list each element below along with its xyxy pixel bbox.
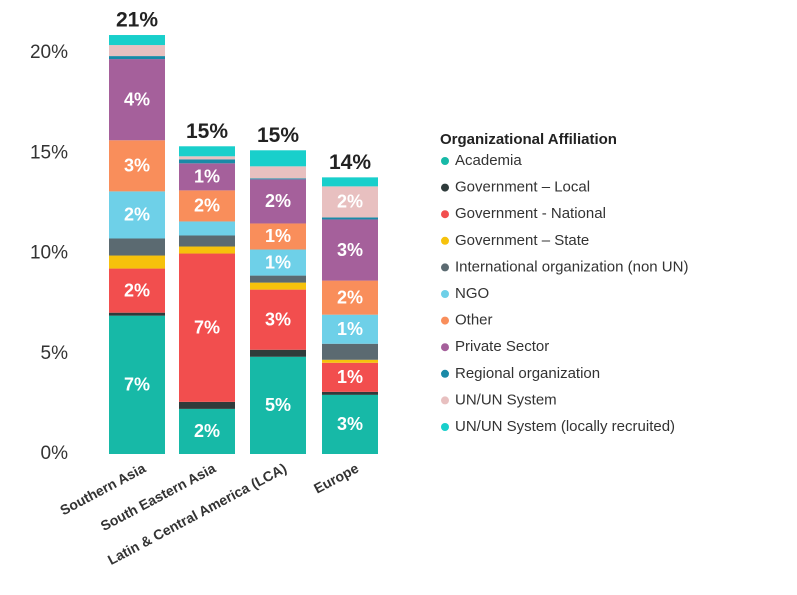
bar-segment xyxy=(109,315,165,454)
legend-label: Government – State xyxy=(455,232,589,249)
bar-segment xyxy=(179,235,235,247)
data-label: 3% xyxy=(337,240,363,260)
bar-segment xyxy=(179,190,235,222)
bar-segment xyxy=(322,362,378,392)
data-label: 1% xyxy=(337,367,363,387)
bar-segment xyxy=(179,163,235,191)
bar-segment xyxy=(109,191,165,239)
bar-segment xyxy=(322,186,378,218)
bar-segment xyxy=(179,246,235,254)
bar-segment xyxy=(250,275,306,283)
bar-segment xyxy=(179,146,235,157)
bar-segment xyxy=(250,289,306,350)
bar-segment xyxy=(322,343,378,360)
y-tick-label: 0% xyxy=(41,443,69,464)
bar-segment xyxy=(322,314,378,344)
bar-segment xyxy=(109,59,165,141)
bar-segment xyxy=(109,238,165,256)
legend-marker xyxy=(441,263,449,272)
legend-marker xyxy=(441,183,449,192)
legend-marker xyxy=(441,316,449,325)
bar-segment xyxy=(322,394,378,454)
legend-marker xyxy=(441,290,449,298)
x-tick-label: Europe xyxy=(311,460,361,497)
data-label: 3% xyxy=(337,414,363,434)
legend-marker xyxy=(441,157,449,165)
legend-label: Regional organization xyxy=(455,365,600,382)
bar-segment xyxy=(179,221,235,236)
data-label: 1% xyxy=(337,319,363,339)
bar-segment xyxy=(179,408,235,454)
data-label: 7% xyxy=(124,375,150,395)
legend-label: UN/UN System (locally recruited) xyxy=(455,418,675,435)
bar-segment xyxy=(322,219,378,281)
data-label: 7% xyxy=(194,317,220,337)
legend-marker xyxy=(441,396,449,405)
data-label: 2% xyxy=(337,287,363,307)
data-label: 3% xyxy=(124,156,150,176)
legend-marker xyxy=(441,423,449,431)
legend-label: Private Sector xyxy=(455,338,549,355)
bar-segment xyxy=(109,45,165,57)
bar-segment xyxy=(109,35,165,46)
bar-segment xyxy=(109,140,165,192)
y-tick-label: 10% xyxy=(30,243,68,264)
bar-segment xyxy=(250,166,306,179)
bar-segment xyxy=(250,282,306,290)
bar-segment xyxy=(179,159,235,164)
legend-label: UN/UN System xyxy=(455,391,557,408)
bar-segment xyxy=(250,349,306,357)
legend-title: Organizational Affiliation xyxy=(440,131,617,148)
legend-marker xyxy=(441,236,449,245)
bar-segment xyxy=(250,150,306,167)
bar-segment xyxy=(179,156,235,160)
bar-segment xyxy=(250,356,306,454)
data-label: 2% xyxy=(337,192,363,212)
total-label: 15% xyxy=(186,120,228,143)
legend-label: Government - National xyxy=(455,205,606,222)
bar-segment xyxy=(250,223,306,250)
legend-label: Government – Local xyxy=(455,179,590,196)
y-tick-label: 15% xyxy=(30,142,68,163)
data-label: 2% xyxy=(194,196,220,216)
bar-segment xyxy=(322,177,378,187)
legend-marker xyxy=(441,343,449,352)
legend-label: NGO xyxy=(455,285,489,302)
data-label: 5% xyxy=(265,395,291,415)
y-tick-label: 20% xyxy=(30,42,68,63)
x-tick-label: South Eastern Asia xyxy=(98,460,219,534)
legend-marker xyxy=(441,210,449,219)
data-label: 2% xyxy=(124,280,150,300)
bar-segment xyxy=(179,401,235,409)
data-label: 4% xyxy=(124,89,150,109)
bar-segment xyxy=(250,179,306,224)
legend-marker xyxy=(441,369,449,378)
data-label: 1% xyxy=(194,167,220,187)
total-label: 15% xyxy=(257,124,299,147)
total-label: 14% xyxy=(329,151,371,174)
data-label: 2% xyxy=(265,191,291,211)
bar-segment xyxy=(109,268,165,313)
bar-segment xyxy=(322,359,378,363)
legend-label: Other xyxy=(455,312,493,329)
bar-segment xyxy=(109,312,165,316)
bar-segment xyxy=(250,178,306,180)
y-tick-label: 5% xyxy=(41,343,69,364)
bar-segment xyxy=(322,217,378,220)
bar-segment xyxy=(179,253,235,402)
bar-segment xyxy=(322,391,378,395)
bar-segment xyxy=(250,249,306,276)
bar-segment xyxy=(322,280,378,315)
legend-label: International organization (non UN) xyxy=(455,258,688,275)
data-label: 1% xyxy=(265,226,291,246)
data-label: 1% xyxy=(265,252,291,272)
data-label: 3% xyxy=(265,309,291,329)
data-label: 2% xyxy=(194,421,220,441)
total-label: 21% xyxy=(116,9,158,32)
bar-segment xyxy=(109,56,165,60)
legend-label: Academia xyxy=(455,152,522,169)
bar-segment xyxy=(109,255,165,269)
data-label: 2% xyxy=(124,205,150,225)
